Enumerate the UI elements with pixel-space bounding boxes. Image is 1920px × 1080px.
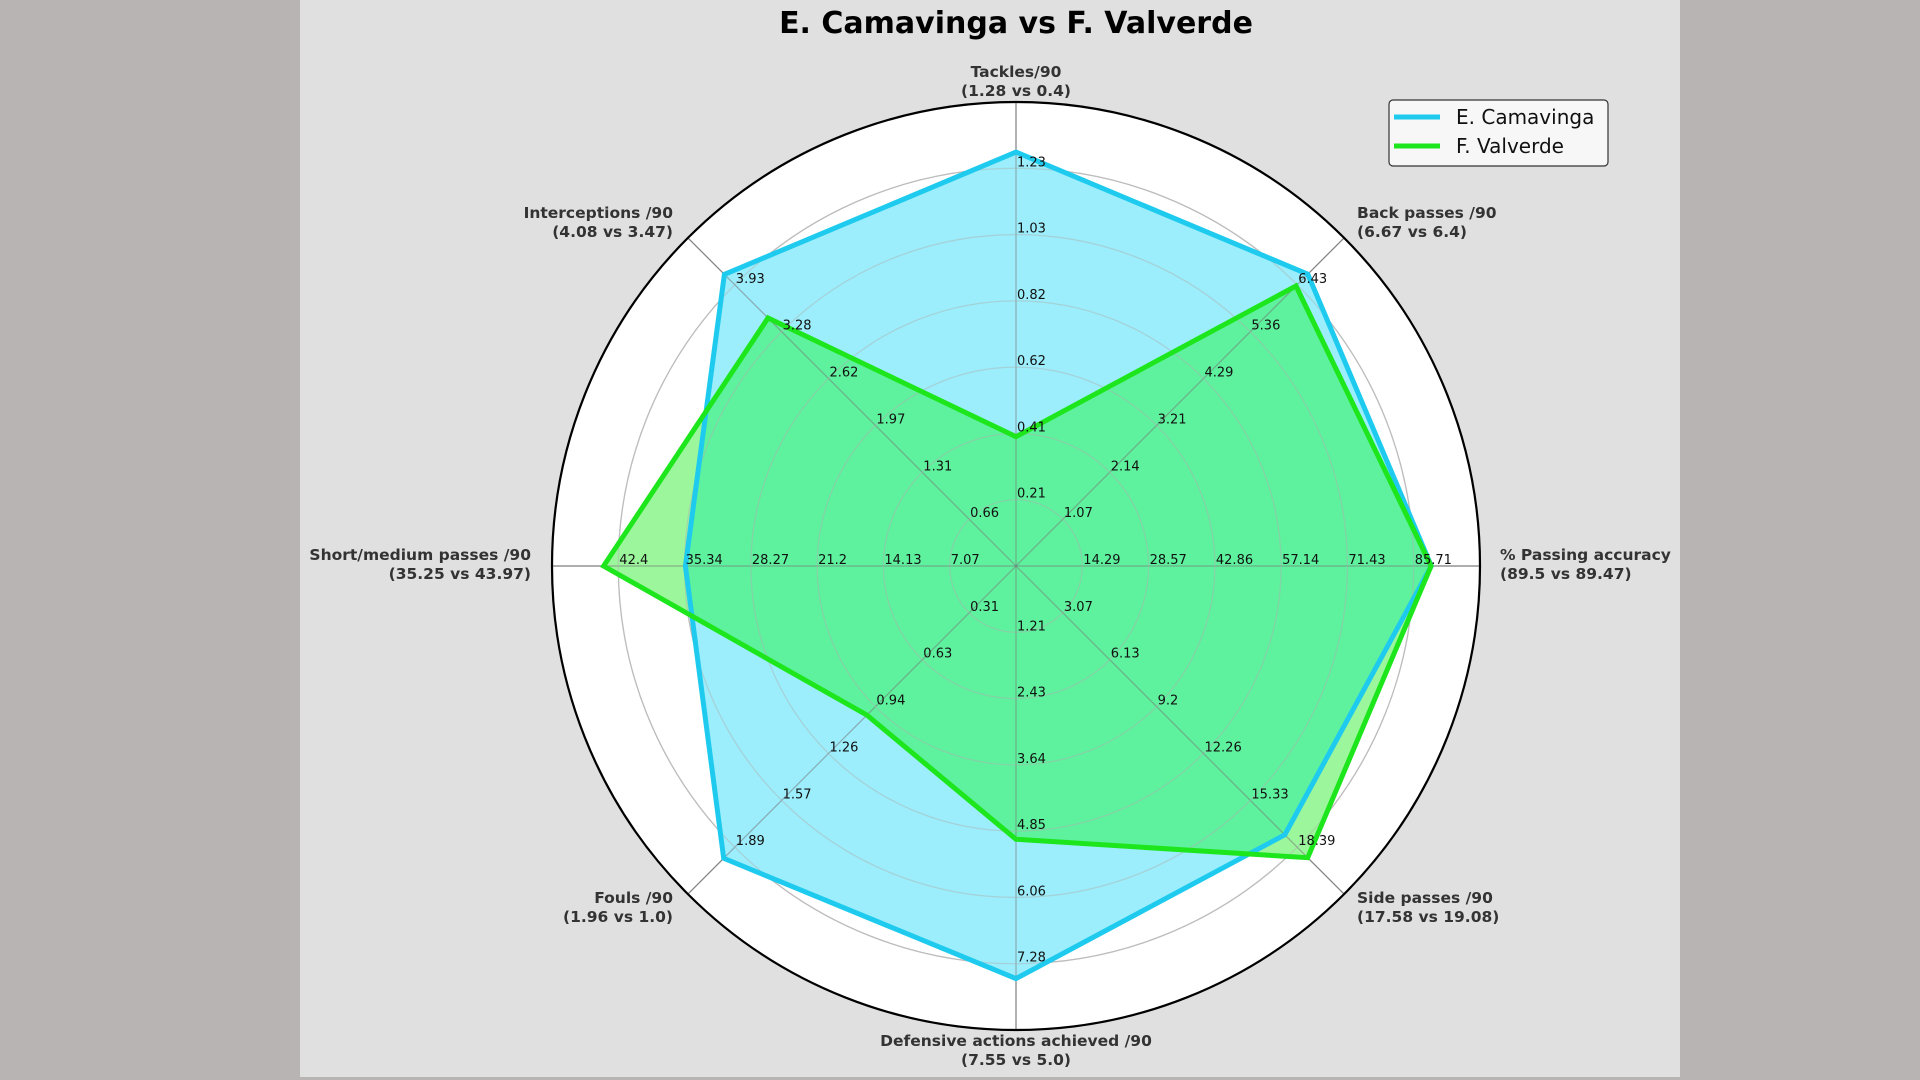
tick-label: 42.4 [619, 553, 648, 568]
tick-label: 2.43 [1017, 686, 1046, 701]
tick-label: 4.85 [1017, 818, 1046, 833]
tick-label: 35.34 [686, 553, 723, 568]
axis-label-group: % Passing accuracy(89.5 vs 89.47) [1500, 546, 1671, 583]
tick-label: 1.07 [1064, 506, 1093, 521]
tick-label: 1.23 [1017, 155, 1046, 170]
tick-label: 28.57 [1150, 553, 1187, 568]
tick-label: 6.43 [1298, 272, 1327, 287]
outer-circle [550, 100, 1482, 1032]
tick-label: 7.07 [951, 553, 980, 568]
axis-values-label: (4.08 vs 3.47) [552, 223, 673, 241]
axis-label: Fouls /90 [594, 889, 673, 907]
tick-label: 3.64 [1017, 752, 1046, 767]
tick-label: 28.27 [752, 553, 789, 568]
axis-label-group: Interceptions /90(4.08 vs 3.47) [524, 204, 674, 241]
tick-label: 9.2 [1158, 694, 1179, 709]
axis-values-label: (35.25 vs 43.97) [389, 565, 531, 583]
axis-label-group: Defensive actions achieved /90(7.55 vs 5… [880, 1032, 1152, 1069]
tick-label: 1.03 [1017, 222, 1046, 237]
tick-label: 0.21 [1017, 487, 1046, 502]
tick-label: 5.36 [1251, 319, 1280, 334]
tick-label: 7.28 [1017, 951, 1046, 966]
tick-label: 0.63 [923, 647, 952, 662]
axis-label-group: Fouls /90(1.96 vs 1.0) [563, 889, 673, 926]
axis-label: Defensive actions achieved /90 [880, 1032, 1152, 1050]
tick-label: 1.26 [830, 741, 859, 756]
axis-values-label: (7.55 vs 5.0) [961, 1051, 1071, 1069]
tick-label: 3.21 [1158, 412, 1187, 427]
tick-label: 12.26 [1205, 741, 1242, 756]
tick-label: 0.31 [970, 600, 999, 615]
legend-box [1388, 99, 1609, 167]
tick-label: 1.31 [923, 459, 952, 474]
tick-label: 4.29 [1205, 366, 1234, 381]
tick-label: 6.13 [1111, 647, 1140, 662]
tick-label: 14.29 [1083, 553, 1120, 568]
tick-label: 6.06 [1017, 884, 1046, 899]
camavinga-line [682, 149, 1435, 982]
tick-label: 2.14 [1111, 459, 1140, 474]
axis-label: % Passing accuracy [1500, 546, 1671, 564]
legend-valverde-label: F. Valverde [1456, 134, 1564, 158]
tick-label: 0.62 [1017, 354, 1046, 369]
tick-label: 85.71 [1415, 553, 1452, 568]
legend: E. Camavinga F. Valverde [1388, 99, 1609, 167]
tick-label: 0.82 [1017, 288, 1046, 303]
axis-label: Tackles/90 [971, 63, 1062, 81]
axis-values-label: (89.5 vs 89.47) [1500, 565, 1632, 583]
tick-label: 3.93 [736, 272, 765, 287]
grid-ring [617, 167, 1415, 965]
axis-values-label: (17.58 vs 19.08) [1357, 908, 1499, 926]
tick-label: 0.94 [876, 694, 905, 709]
grid-ring [816, 366, 1216, 766]
tick-label: 18.39 [1298, 834, 1335, 849]
tick-label: 42.86 [1216, 553, 1253, 568]
tick-label: 0.41 [1017, 420, 1046, 435]
valverde-line [600, 282, 1434, 861]
axis-label: Side passes /90 [1357, 889, 1493, 907]
tick-label: 57.14 [1282, 553, 1319, 568]
axis-spoke [1015, 237, 1345, 567]
tick-label: 1.89 [736, 834, 765, 849]
axis-label-group: Short/medium passes /90(35.25 vs 43.97) [309, 546, 531, 583]
axis-label-group: Tackles/90(1.28 vs 0.4) [961, 63, 1071, 100]
axis-label: Interceptions /90 [524, 204, 674, 222]
axis-label: Back passes /90 [1357, 204, 1497, 222]
axis-values-label: (1.28 vs 0.4) [961, 82, 1071, 100]
tick-label: 3.07 [1064, 600, 1093, 615]
tick-label: 3.28 [783, 319, 812, 334]
axis-spoke [1015, 565, 1345, 895]
grid-ring [882, 432, 1150, 700]
tick-label: 1.97 [876, 412, 905, 427]
tick-label: 1.57 [783, 787, 812, 802]
tick-labels: 0.21 0.41 0.62 0.82 1.03 1.23 1.07 2.14 3.21 4.29… [619, 155, 1452, 965]
tick-label: 14.13 [884, 553, 921, 568]
tick-label: 0.66 [970, 506, 999, 521]
legend-camavinga-label: E. Camavinga [1456, 105, 1594, 129]
tick-label: 71.43 [1348, 553, 1385, 568]
axis-label-group: Side passes /90(17.58 vs 19.08) [1357, 889, 1499, 926]
axis-spoke [687, 237, 1017, 567]
axis-values-label: (6.67 vs 6.4) [1357, 223, 1467, 241]
axis-label-group: Back passes /90(6.67 vs 6.4) [1357, 204, 1497, 241]
chart-title: E. Camavinga vs F. Valverde [779, 6, 1253, 41]
spokes-overlay [552, 102, 1480, 1030]
tick-label: 2.62 [830, 366, 859, 381]
axis-label: Short/medium passes /90 [309, 546, 531, 564]
axis-labels: Tackles/90(1.28 vs 0.4) Back passes /90(6… [309, 63, 1670, 1069]
tick-label: 15.33 [1251, 787, 1288, 802]
axis-values-label: (1.96 vs 1.0) [563, 908, 673, 926]
axis-spoke [687, 565, 1017, 895]
tick-label: 21.2 [818, 553, 847, 568]
grid-ring [750, 300, 1282, 832]
tick-label: 1.21 [1017, 619, 1046, 634]
grid-ring [949, 499, 1083, 633]
